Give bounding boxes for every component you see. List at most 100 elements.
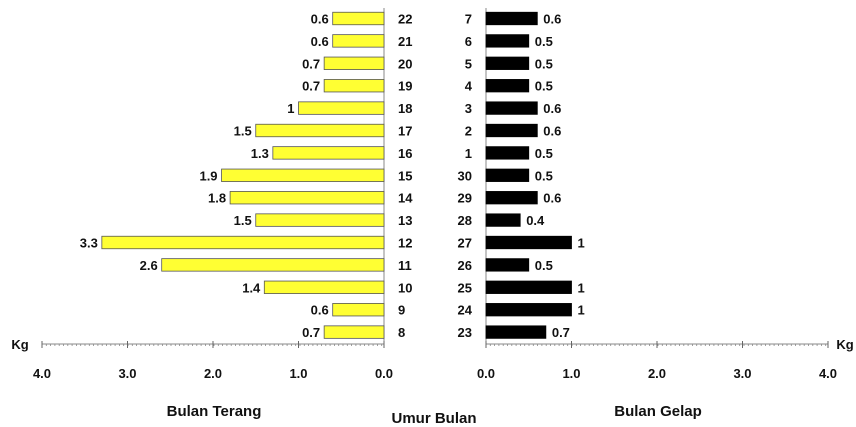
right-category-label: 28 xyxy=(458,213,472,228)
left-value-label: 1.9 xyxy=(199,168,217,183)
right-tick-label: 3.0 xyxy=(733,366,751,381)
right-tick-label: 1.0 xyxy=(562,366,580,381)
left-value-label: 0.6 xyxy=(311,12,329,27)
right-value-label: 0.5 xyxy=(535,146,553,161)
right-category-label: 29 xyxy=(458,191,472,206)
right-tick-label: 2.0 xyxy=(648,366,666,381)
left-bar xyxy=(255,213,385,227)
right-category-label: 2 xyxy=(465,124,472,139)
right-value-label: 0.4 xyxy=(526,213,545,228)
left-category-label: 13 xyxy=(398,213,412,228)
right-bar xyxy=(485,11,538,26)
right-category-label: 27 xyxy=(458,236,472,251)
right-value-label: 0.5 xyxy=(535,56,553,71)
right-value-label: 0.5 xyxy=(535,34,553,49)
right-value-label: 0.5 xyxy=(535,168,553,183)
right-bar xyxy=(485,146,530,160)
left-bar xyxy=(323,325,385,339)
right-value-label: 1 xyxy=(578,236,585,251)
left-bar xyxy=(221,168,385,182)
right-value-label: 0.5 xyxy=(535,79,553,94)
left-value-label: 0.6 xyxy=(311,303,329,318)
left-tick-label: 0.0 xyxy=(375,366,393,381)
right-bar xyxy=(485,168,530,182)
left-category-label: 10 xyxy=(398,280,412,295)
left-bar xyxy=(332,11,385,26)
left-category-label: 12 xyxy=(398,236,412,251)
left-category-label: 8 xyxy=(398,325,405,340)
left-bar xyxy=(323,79,385,93)
left-chart-title: Bulan Terang xyxy=(167,403,262,420)
left-category-label: 11 xyxy=(398,258,412,273)
left-value-label: 1.5 xyxy=(234,124,252,139)
right-bar xyxy=(485,258,530,272)
left-bar xyxy=(298,101,385,115)
left-category-label: 14 xyxy=(398,191,413,206)
right-bar xyxy=(485,235,572,250)
left-category-label: 15 xyxy=(398,168,412,183)
left-value-label: 0.7 xyxy=(302,79,320,94)
bulan-gelap-panel: 0.0 1.0 2.0 3.0 4.0 7 0.6 6 0.5 5 0.5 4 0.5 3 0.6 2 0.6 1… xyxy=(458,8,837,381)
right-bar xyxy=(485,213,521,227)
right-category-label: 6 xyxy=(465,34,472,49)
right-chart-title: Bulan Gelap xyxy=(614,403,702,420)
right-value-label: 0.5 xyxy=(535,258,553,273)
left-category-label: 17 xyxy=(398,124,412,139)
left-value-label: 1.4 xyxy=(242,280,261,295)
left-bar xyxy=(229,191,385,205)
right-category-label: 23 xyxy=(458,325,472,340)
right-value-label: 0.7 xyxy=(552,325,570,340)
left-value-label: 1.8 xyxy=(208,191,226,206)
right-category-label: 26 xyxy=(458,258,472,273)
right-bar xyxy=(485,191,538,205)
right-bar xyxy=(485,123,538,138)
left-value-label: 0.6 xyxy=(311,34,329,49)
right-bar xyxy=(485,79,530,93)
right-value-label: 1 xyxy=(578,303,585,318)
left-bar xyxy=(255,123,385,138)
right-bar xyxy=(485,101,538,115)
right-category-label: 25 xyxy=(458,280,472,295)
right-value-label: 0.6 xyxy=(543,124,561,139)
right-category-label: 3 xyxy=(465,101,472,116)
left-bar xyxy=(272,146,385,160)
bulan-terang-panel: 4.0 3.0 2.0 1.0 0.0 22 0.6 21 0.6 20 0.7 19 0.7 18 1 17… xyxy=(33,8,413,381)
left-category-label: 9 xyxy=(398,303,405,318)
left-unit-label: Kg xyxy=(11,337,28,352)
left-value-label: 1.5 xyxy=(234,213,252,228)
left-category-label: 21 xyxy=(398,34,412,49)
left-tick-label: 3.0 xyxy=(118,366,136,381)
right-category-label: 1 xyxy=(465,146,472,161)
right-bar xyxy=(485,280,572,294)
left-tick-label: 4.0 xyxy=(33,366,51,381)
left-value-label: 3.3 xyxy=(80,236,98,251)
left-value-label: 0.7 xyxy=(302,56,320,71)
left-category-label: 19 xyxy=(398,79,412,94)
right-value-label: 0.6 xyxy=(543,101,561,116)
right-value-label: 0.6 xyxy=(543,12,561,27)
right-bar xyxy=(485,303,572,317)
left-category-label: 18 xyxy=(398,101,412,116)
right-value-label: 0.6 xyxy=(543,191,561,206)
left-bar xyxy=(332,34,385,48)
left-value-label: 0.7 xyxy=(302,325,320,340)
right-category-label: 4 xyxy=(465,79,473,94)
right-category-label: 5 xyxy=(465,56,472,71)
right-bar xyxy=(485,56,530,70)
shared-axis-label: Umur Bulan xyxy=(391,410,476,427)
left-category-label: 16 xyxy=(398,146,412,161)
left-value-label: 2.6 xyxy=(140,258,158,273)
left-bar xyxy=(101,235,385,250)
right-category-label: 7 xyxy=(465,12,472,27)
left-category-label: 20 xyxy=(398,56,412,71)
right-tick-label: 0.0 xyxy=(477,366,495,381)
left-category-label: 22 xyxy=(398,12,412,27)
left-tick-label: 2.0 xyxy=(204,366,222,381)
right-unit-label: Kg xyxy=(836,337,853,352)
left-bar xyxy=(161,258,385,272)
left-bar xyxy=(323,56,385,70)
left-value-label: 1.3 xyxy=(251,146,269,161)
right-bar xyxy=(485,325,547,339)
left-bar xyxy=(332,303,385,317)
